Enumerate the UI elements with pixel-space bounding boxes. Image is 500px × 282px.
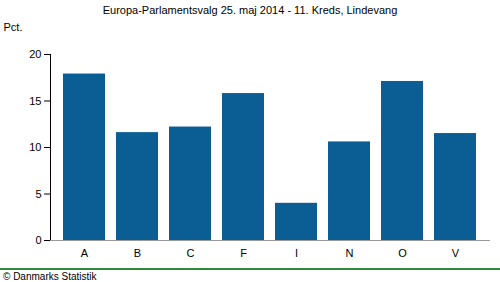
svg-text:I: I [295, 247, 298, 259]
svg-text:5: 5 [35, 188, 41, 200]
svg-text:Pct.: Pct. [4, 21, 23, 33]
svg-text:10: 10 [29, 141, 41, 153]
svg-text:B: B [134, 247, 141, 259]
html-text:Europa-Parlamentsvalg 25. maj: Europa-Parlamentsvalg 25. maj 2014 - 11.… [102, 4, 398, 16]
svg-text:A: A [81, 247, 89, 259]
svg-text:C: C [187, 247, 195, 259]
svg-text:15: 15 [29, 95, 41, 107]
svg-text:0: 0 [35, 234, 41, 246]
svg-text:F: F [240, 247, 247, 259]
html-text:© Danmarks Statistik: © Danmarks Statistik [3, 271, 97, 282]
svg-text:O: O [398, 247, 407, 259]
svg-text:N: N [346, 247, 354, 259]
svg-text:20: 20 [29, 48, 41, 60]
svg-text:V: V [452, 247, 460, 259]
